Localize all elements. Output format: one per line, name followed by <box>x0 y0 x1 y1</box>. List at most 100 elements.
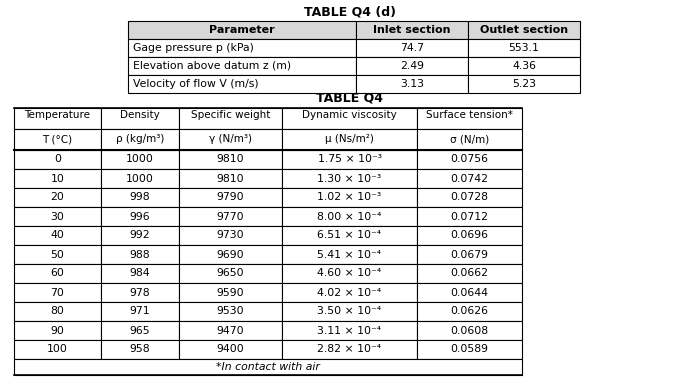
Bar <box>101 207 179 226</box>
Text: 0.0608: 0.0608 <box>450 326 489 336</box>
Text: 0.0679: 0.0679 <box>451 249 489 260</box>
Text: 0.0756: 0.0756 <box>451 154 489 165</box>
Bar <box>14 150 101 169</box>
Bar <box>282 207 417 226</box>
Bar <box>468 21 580 39</box>
Text: 9470: 9470 <box>217 326 244 336</box>
Text: 90: 90 <box>50 326 64 336</box>
Text: 70: 70 <box>50 288 64 298</box>
Bar <box>14 283 101 302</box>
Text: Dynamic viscosity: Dynamic viscosity <box>302 110 397 120</box>
Text: 3.13: 3.13 <box>400 79 424 89</box>
Bar <box>14 108 101 129</box>
Bar <box>179 226 282 245</box>
Text: 20: 20 <box>50 192 64 203</box>
Bar <box>417 321 522 340</box>
Bar <box>417 129 522 150</box>
Bar <box>417 264 522 283</box>
Bar <box>417 283 522 302</box>
Text: 9650: 9650 <box>217 268 244 279</box>
Text: Parameter: Parameter <box>209 25 275 35</box>
Bar <box>356 57 468 75</box>
Text: 553.1: 553.1 <box>509 43 540 53</box>
Bar <box>282 108 417 129</box>
Text: 9810: 9810 <box>217 173 244 184</box>
Bar <box>101 226 179 245</box>
Bar <box>14 302 101 321</box>
Bar <box>282 264 417 283</box>
Text: 1.02 × 10⁻³: 1.02 × 10⁻³ <box>317 192 382 203</box>
Bar <box>14 129 101 150</box>
Text: 1000: 1000 <box>126 154 154 165</box>
Bar <box>101 302 179 321</box>
Bar <box>14 207 101 226</box>
Text: 100: 100 <box>47 345 68 355</box>
Text: μ (Ns/m²): μ (Ns/m²) <box>325 135 374 144</box>
Text: 4.60 × 10⁻⁴: 4.60 × 10⁻⁴ <box>317 268 382 279</box>
Bar <box>14 188 101 207</box>
Bar <box>282 226 417 245</box>
Text: *In contact with air: *In contact with air <box>216 362 320 372</box>
Bar <box>417 108 522 129</box>
Text: 978: 978 <box>130 288 150 298</box>
Text: 9770: 9770 <box>217 211 244 222</box>
Bar <box>417 245 522 264</box>
Text: Inlet section: Inlet section <box>373 25 451 35</box>
Bar <box>179 264 282 283</box>
Text: 9690: 9690 <box>217 249 244 260</box>
Bar <box>417 188 522 207</box>
Bar <box>356 21 468 39</box>
Text: 4.02 × 10⁻⁴: 4.02 × 10⁻⁴ <box>317 288 382 298</box>
Bar <box>14 169 101 188</box>
Bar <box>468 39 580 57</box>
Text: 9590: 9590 <box>217 288 244 298</box>
Text: 9790: 9790 <box>217 192 244 203</box>
Bar <box>179 150 282 169</box>
Text: 30: 30 <box>50 211 64 222</box>
Text: 0.0626: 0.0626 <box>451 307 489 317</box>
Bar <box>14 340 101 359</box>
Bar <box>179 302 282 321</box>
Bar <box>179 207 282 226</box>
Bar <box>101 245 179 264</box>
Bar <box>101 129 179 150</box>
Bar <box>14 226 101 245</box>
Text: 9730: 9730 <box>217 230 244 241</box>
Text: 6.51 × 10⁻⁴: 6.51 × 10⁻⁴ <box>317 230 382 241</box>
Text: 0: 0 <box>54 154 61 165</box>
Bar <box>179 283 282 302</box>
Bar <box>179 108 282 129</box>
Bar <box>101 169 179 188</box>
Bar <box>128 75 356 93</box>
Text: 1000: 1000 <box>126 173 154 184</box>
Text: 965: 965 <box>130 326 150 336</box>
Text: 0.0662: 0.0662 <box>451 268 489 279</box>
Bar <box>468 57 580 75</box>
Bar <box>417 226 522 245</box>
Text: Specific weight: Specific weight <box>191 110 270 120</box>
Bar <box>14 264 101 283</box>
Bar <box>128 39 356 57</box>
Bar <box>101 283 179 302</box>
Text: 2.49: 2.49 <box>400 61 424 71</box>
Text: 60: 60 <box>50 268 64 279</box>
Bar <box>14 321 101 340</box>
Bar <box>128 57 356 75</box>
Bar <box>417 150 522 169</box>
Bar <box>468 75 580 93</box>
Text: γ (N/m³): γ (N/m³) <box>209 135 252 144</box>
Bar <box>417 302 522 321</box>
Bar <box>282 245 417 264</box>
Bar <box>282 150 417 169</box>
Bar <box>282 188 417 207</box>
Bar <box>179 245 282 264</box>
Bar <box>417 340 522 359</box>
Text: 3.50 × 10⁻⁴: 3.50 × 10⁻⁴ <box>317 307 382 317</box>
Bar <box>417 169 522 188</box>
Bar <box>179 169 282 188</box>
Bar <box>179 340 282 359</box>
Text: 0.0696: 0.0696 <box>451 230 489 241</box>
Text: 1.75 × 10⁻³: 1.75 × 10⁻³ <box>318 154 382 165</box>
Text: 992: 992 <box>130 230 150 241</box>
Bar <box>356 75 468 93</box>
